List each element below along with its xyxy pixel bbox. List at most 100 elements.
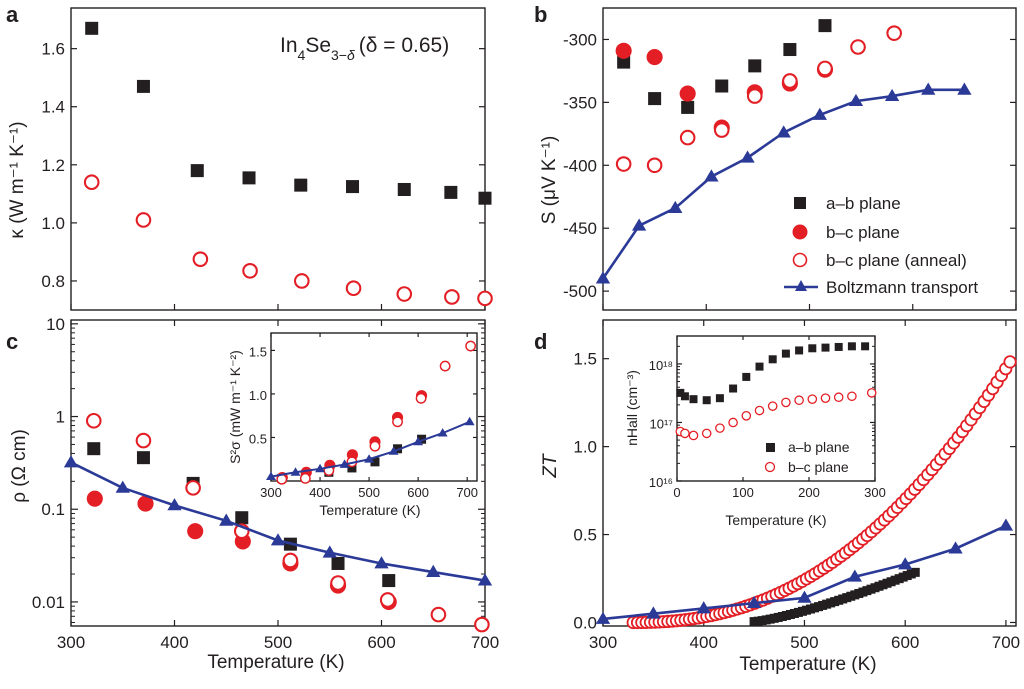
panel-c-series-2-point xyxy=(135,432,152,449)
panel-c-x-tick-label: 300 xyxy=(57,633,85,652)
panel-b-series-3-point xyxy=(921,82,936,95)
inset-d-series-0-point xyxy=(795,346,804,355)
panel-c-series-2-point xyxy=(185,480,201,496)
panel-a-series-1-point xyxy=(192,251,209,267)
inset-c-series-2-point xyxy=(415,392,427,404)
panel-c-series-0-point xyxy=(136,451,150,465)
panel-b-series-2-point xyxy=(817,60,833,77)
panel-a-series-0-point xyxy=(444,185,458,199)
inset-d-background xyxy=(626,336,876,481)
inset-d-series-0-point xyxy=(729,384,738,393)
panel-b-series-2-point xyxy=(746,88,763,104)
panel-c-series-3-point xyxy=(374,556,389,569)
panel-c-series-0-point xyxy=(382,574,396,588)
panel-d-x-tick-label: 400 xyxy=(690,633,718,652)
panel-d-series-ab-point xyxy=(910,567,920,577)
inset-d-series-1-point xyxy=(781,397,791,408)
panel-b-series-2-point xyxy=(850,39,866,55)
panel-b-series-2-point xyxy=(679,129,696,146)
x-axis-label-c: Temperature (K) xyxy=(207,652,344,673)
panel-b-series-3-point xyxy=(595,271,611,284)
panel-d-series-anneal-point xyxy=(1003,355,1017,369)
panel-d-frame xyxy=(602,319,1017,627)
inset-d-series-1-point xyxy=(767,401,778,411)
panel-c-x-tick-label: 600 xyxy=(367,633,395,652)
y-ticks-a: 0.8 1.0 1.2 1.4 1.6 xyxy=(41,40,486,310)
panel-b-series-2-point xyxy=(646,157,663,174)
panel-d-x-tick-label: 300 xyxy=(589,633,617,652)
panel-b-series-3-point xyxy=(884,88,900,101)
inset-c-series-0-point xyxy=(347,463,357,473)
marks-c xyxy=(63,412,493,633)
panel-a-series-0-point xyxy=(346,180,360,194)
panel-b-series-0-point xyxy=(681,100,695,114)
inset-d-series-0-point xyxy=(680,392,689,401)
inset-c-series-3-point xyxy=(437,428,448,437)
panel-b-series-2-point xyxy=(886,25,902,41)
inset-d-x-tick-label: 300 xyxy=(864,485,886,500)
panel-c-series-2-point xyxy=(282,552,299,569)
inset-d-marks xyxy=(675,342,877,441)
inset-c-series-3-point xyxy=(339,459,350,468)
panel-c-series-0-point xyxy=(87,442,101,456)
panel-d-y-tick-label: 0.0 xyxy=(573,613,597,632)
inset-c-series-2-point xyxy=(465,340,477,352)
inset-d: nHall (cm⁻³) Temperature (K) 10¹⁸10¹⁷10¹… xyxy=(624,335,886,528)
inset-d-series-1-point xyxy=(794,395,804,406)
inset-d-legend-label-bc: b–c plane xyxy=(788,459,849,475)
panel-b-y-tick-label: -450 xyxy=(563,219,597,238)
inset-c: S²σ (mW m⁻¹ K⁻²) Temperature (K) 0.5 1.0 1… xyxy=(227,332,478,518)
panel-d-series-boltzmann-line xyxy=(602,524,1007,621)
panel-c-series-3-point xyxy=(477,573,493,586)
panel-a-y-tick-label: 1.4 xyxy=(41,98,65,117)
panel-b-y-tick-label: -500 xyxy=(563,282,597,301)
inset-d-series-1-point xyxy=(866,388,877,398)
panel-d-x-tick-label: 700 xyxy=(992,633,1020,652)
panel-a-series-0-point xyxy=(85,21,99,35)
inset-d-series-1-point xyxy=(754,405,765,416)
panel-a-y-tick-label: 1.2 xyxy=(41,156,65,175)
panel-b-series-3-point xyxy=(704,169,719,182)
inset-c-series-3-point xyxy=(266,471,276,481)
panel-c-series-3-point xyxy=(63,455,79,468)
panel-b-series-3-point xyxy=(631,218,647,231)
inset-c-series-2-point xyxy=(299,472,311,484)
inset-c-y-tick-label: 0.5 xyxy=(249,431,267,446)
panel-a-series-1-point xyxy=(444,289,460,305)
panel-b-series-1-point xyxy=(615,42,632,59)
panel-c-x-tick-label: 700 xyxy=(471,633,499,652)
panel-label-b: b xyxy=(534,2,547,27)
panel-c: c ρ (Ω cm) Temperature (K) 10 1 0.1 0.01 300… xyxy=(6,315,499,673)
panel-d-y-tick-label: 0.5 xyxy=(573,526,597,545)
inset-c-series-2-point xyxy=(369,440,381,452)
inset-d-series-1-point xyxy=(680,428,690,439)
panel-c-y-tick-label: 0.01 xyxy=(32,593,65,612)
y-axis-label-c: ρ (Ω cm) xyxy=(9,429,30,503)
panel-c-series-0-point xyxy=(235,511,249,525)
inset-d-legend-marker-ab xyxy=(766,443,775,452)
y-ticks-b: -300 -350 -400 -450 -500 xyxy=(563,30,1017,310)
panel-label-a: a xyxy=(6,2,19,27)
inset-d-series-0-point xyxy=(768,355,777,364)
panel-d-series-boltzmann-point xyxy=(998,518,1014,531)
panel-a-y-tick-label: 0.8 xyxy=(41,272,65,291)
legend-label-bc: b–c plane xyxy=(826,223,900,242)
panel-c-series-1-point xyxy=(137,495,154,512)
panel-b-y-tick-label: -400 xyxy=(563,156,597,175)
panel-b: b S (μV K⁻¹) -300 -350 -400 -450 -500 a–b pl… xyxy=(534,2,1017,311)
panel-a-series-0-point xyxy=(136,79,150,93)
panel-b-series-0-point xyxy=(748,59,762,73)
marks-b xyxy=(595,19,972,284)
panel-c-series-3-point xyxy=(115,480,130,493)
panel-a: a In4Se3−δ (δ = 0.65) κ (W m⁻¹ K⁻¹) 0.8 1.… xyxy=(6,2,493,311)
panel-a-series-0-point xyxy=(294,178,308,192)
inset-d-series-1-point xyxy=(741,410,752,421)
panel-a-series-1-point xyxy=(345,280,362,297)
inset-d-series-1-point xyxy=(715,423,725,433)
panel-c-series-1-point xyxy=(187,523,204,540)
inset-d-series-0-point xyxy=(689,395,698,404)
inset-d-y-tick-label: 10¹⁷ xyxy=(650,416,674,431)
inset-d-x-tick-label: 0 xyxy=(673,485,680,500)
panel-b-series-1-point xyxy=(646,49,663,66)
x-axis-label-d: Temperature (K) xyxy=(739,654,876,675)
